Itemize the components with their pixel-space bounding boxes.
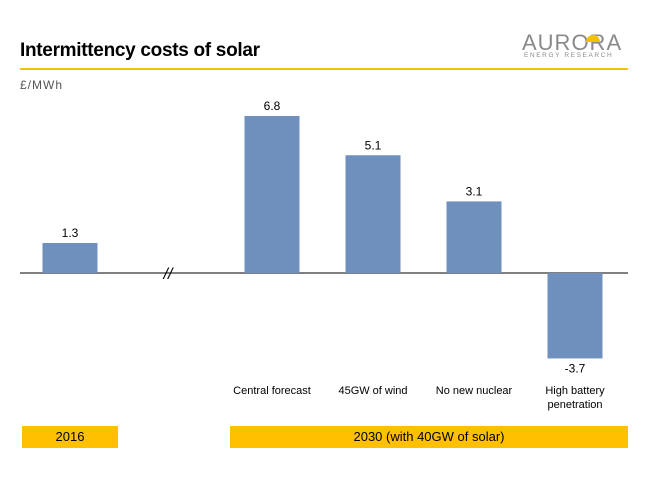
period-2030: 2030 (with 40GW of solar) [230, 426, 628, 448]
bar [42, 242, 98, 273]
category-label: No new nuclear [435, 385, 513, 397]
page-title: Intermittency costs of solar [20, 40, 260, 61]
bar-value-label: 1.3 [62, 226, 79, 240]
bar-value-label: 6.8 [264, 99, 281, 113]
aurora-logo: AURORA ENERGY RESEARCH [522, 30, 632, 64]
bar [345, 155, 401, 273]
unit-label: £/MWh [20, 78, 64, 92]
bar-value-label: 3.1 [466, 184, 483, 198]
logo-subtitle: ENERGY RESEARCH [524, 52, 614, 59]
bar [547, 273, 603, 359]
category-label: High battery penetration [545, 385, 605, 411]
bar-value-label: 5.1 [365, 138, 382, 152]
sun-icon [586, 35, 600, 42]
category-label: Central forecast [233, 385, 311, 397]
axis-break-symbol: // [163, 266, 174, 283]
logo-wordmark: AURORA [522, 30, 623, 55]
bar [446, 201, 502, 273]
title-divider [20, 68, 628, 70]
bar-value-label: -3.7 [565, 361, 586, 375]
category-label: 45GW of wind [338, 385, 408, 397]
period-2016: 2016 [22, 426, 118, 448]
bar [244, 116, 300, 273]
